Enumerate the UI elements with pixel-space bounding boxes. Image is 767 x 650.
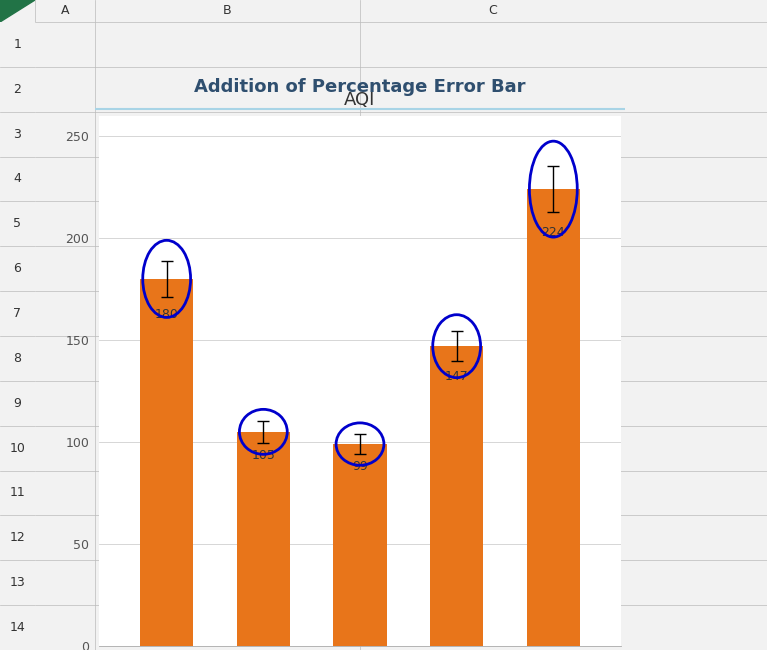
Text: 4: 4 xyxy=(14,172,21,185)
Text: 147: 147 xyxy=(445,370,469,383)
Text: A: A xyxy=(61,5,69,18)
Text: 99: 99 xyxy=(352,460,368,473)
Text: 105: 105 xyxy=(252,449,275,462)
Bar xyxy=(334,444,387,646)
Polygon shape xyxy=(0,0,35,22)
Bar xyxy=(237,432,290,646)
Bar xyxy=(140,279,193,646)
Text: 13: 13 xyxy=(10,576,25,589)
Text: 10: 10 xyxy=(9,441,25,454)
Text: 9: 9 xyxy=(14,396,21,410)
Text: 5: 5 xyxy=(14,217,21,230)
Text: B: B xyxy=(223,5,232,18)
Text: 8: 8 xyxy=(14,352,21,365)
Text: 3: 3 xyxy=(14,127,21,140)
Text: 2: 2 xyxy=(14,83,21,96)
Bar xyxy=(430,346,483,646)
Title: AQI: AQI xyxy=(344,90,376,109)
Text: 180: 180 xyxy=(155,308,179,321)
Text: 224: 224 xyxy=(542,226,565,239)
Text: Addition of Percentage Error Bar: Addition of Percentage Error Bar xyxy=(194,78,525,96)
Text: C: C xyxy=(488,5,497,18)
Text: 1: 1 xyxy=(14,38,21,51)
Text: 12: 12 xyxy=(10,531,25,544)
Bar xyxy=(527,189,580,646)
Text: 11: 11 xyxy=(10,486,25,499)
Text: 6: 6 xyxy=(14,262,21,275)
Text: 14: 14 xyxy=(10,621,25,634)
Text: 7: 7 xyxy=(14,307,21,320)
